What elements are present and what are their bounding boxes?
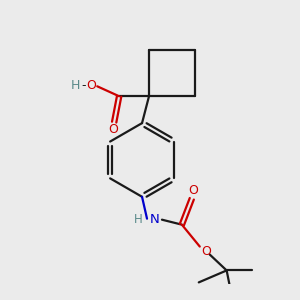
Text: H: H [134,213,142,226]
Text: O: O [108,123,118,136]
Text: O: O [86,79,96,92]
Text: H: H [71,79,80,92]
Text: O: O [188,184,198,197]
Text: -: - [81,79,85,92]
Text: O: O [201,245,211,258]
Text: N: N [150,213,160,226]
